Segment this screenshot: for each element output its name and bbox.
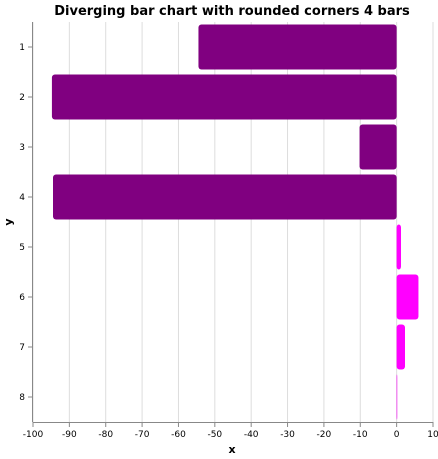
y-tick-label: 5 bbox=[19, 243, 25, 253]
x-tick-label: -30 bbox=[280, 430, 295, 440]
bar-2 bbox=[51, 74, 397, 120]
x-axis-title: x bbox=[228, 443, 235, 456]
y-tick-label: 3 bbox=[19, 143, 25, 153]
x-tick-label: -10 bbox=[353, 430, 368, 440]
chart-title: Diverging bar chart with rounded corners… bbox=[54, 4, 410, 19]
y-tick-label: 8 bbox=[19, 393, 25, 403]
y-tick-label: 1 bbox=[19, 43, 25, 53]
y-tick-label: 4 bbox=[19, 193, 25, 203]
bar-7 bbox=[396, 324, 405, 370]
y-tick-label: 7 bbox=[19, 343, 25, 353]
x-tick-label: 10 bbox=[427, 430, 438, 440]
bars bbox=[51, 24, 419, 420]
bar-6 bbox=[396, 274, 419, 320]
bar-5 bbox=[396, 224, 401, 270]
bar-1 bbox=[198, 24, 397, 70]
bar-8 bbox=[396, 374, 398, 420]
x-tick-label: -100 bbox=[23, 430, 44, 440]
y-tick-label: 2 bbox=[19, 93, 25, 103]
y-axis-title: y bbox=[2, 218, 15, 225]
x-tick-label: -90 bbox=[62, 430, 77, 440]
x-tick-label: -20 bbox=[317, 430, 332, 440]
x-tick-label: 0 bbox=[394, 430, 400, 440]
x-tick-label: -40 bbox=[244, 430, 259, 440]
bar-4 bbox=[53, 174, 397, 220]
bar-3 bbox=[359, 124, 397, 170]
x-tick-label: -50 bbox=[207, 430, 222, 440]
axes: -100 -90 -80 -70 -60 -50 -40 -30 -20 -10 0 10123456… bbox=[19, 22, 438, 440]
x-tick-label: -60 bbox=[171, 430, 186, 440]
y-tick-label: 6 bbox=[19, 293, 25, 303]
x-tick-label: -70 bbox=[135, 430, 150, 440]
x-tick-label: -80 bbox=[98, 430, 113, 440]
